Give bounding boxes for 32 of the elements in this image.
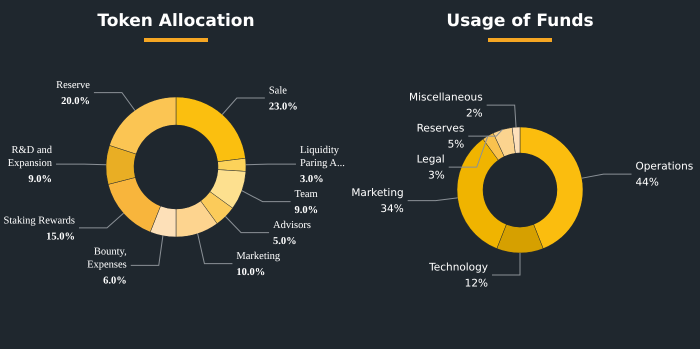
- data-label: 5%: [448, 138, 464, 151]
- data-label: 3%: [428, 170, 445, 182]
- slice-label: Reserve: [56, 80, 90, 92]
- slice-label: Technology: [428, 262, 488, 274]
- data-label: 9.0%: [28, 174, 52, 186]
- data-label: 6.0%: [103, 275, 127, 286]
- slice-label: Staking Rewards: [4, 215, 75, 226]
- data-label: 10.0%: [236, 267, 266, 278]
- slice-label: Team: [294, 189, 318, 200]
- data-label: 2%: [466, 108, 483, 120]
- data-label: 3.0%: [300, 174, 324, 186]
- slice-label: Liquidity Paring A...: [300, 145, 345, 170]
- slice-label: Marketing: [351, 187, 404, 200]
- data-label: 23.0%: [268, 101, 298, 112]
- data-label: 15.0%: [46, 231, 75, 242]
- data-label: 9.0%: [294, 205, 318, 216]
- slice-label: Advisors: [273, 220, 311, 232]
- data-label: 5.0%: [273, 236, 297, 248]
- slice-label: Reserves: [416, 122, 464, 135]
- slice-label: Miscellaneous: [409, 92, 483, 104]
- data-label: 12%: [464, 278, 488, 290]
- slice-label: R&D and Expansion: [8, 145, 53, 170]
- slice-label: Marketing: [236, 251, 281, 262]
- slice-label: Sale: [268, 85, 288, 96]
- slice-label: Operations: [635, 160, 694, 173]
- chart-title: Usage of Funds: [446, 11, 594, 31]
- slice-label: Bounty, Expenses: [87, 246, 127, 270]
- data-label: 34%: [380, 203, 404, 216]
- chart-title: Token Allocation: [97, 11, 255, 31]
- slice-label: Legal: [416, 154, 445, 166]
- data-label: 44%: [635, 176, 659, 189]
- data-label: 20.0%: [61, 96, 90, 108]
